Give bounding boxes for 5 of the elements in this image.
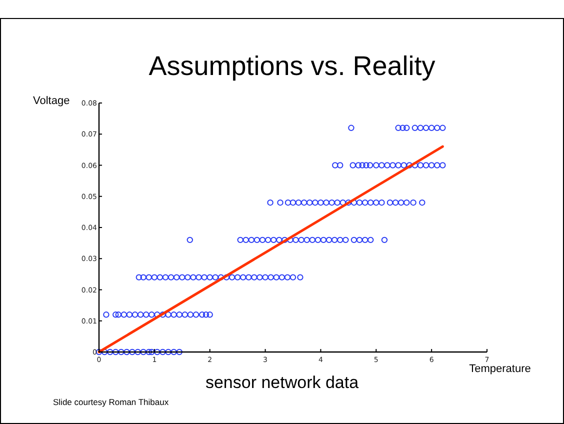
text: sensor network data (205, 373, 360, 392)
x-axis-title: Temperature (469, 363, 531, 375)
y-axis-title: Voltage (33, 95, 70, 107)
text: Slide courtesy Roman Thibaux (53, 397, 170, 407)
chart-title: Assumptions vs. Reality (148, 51, 436, 81)
